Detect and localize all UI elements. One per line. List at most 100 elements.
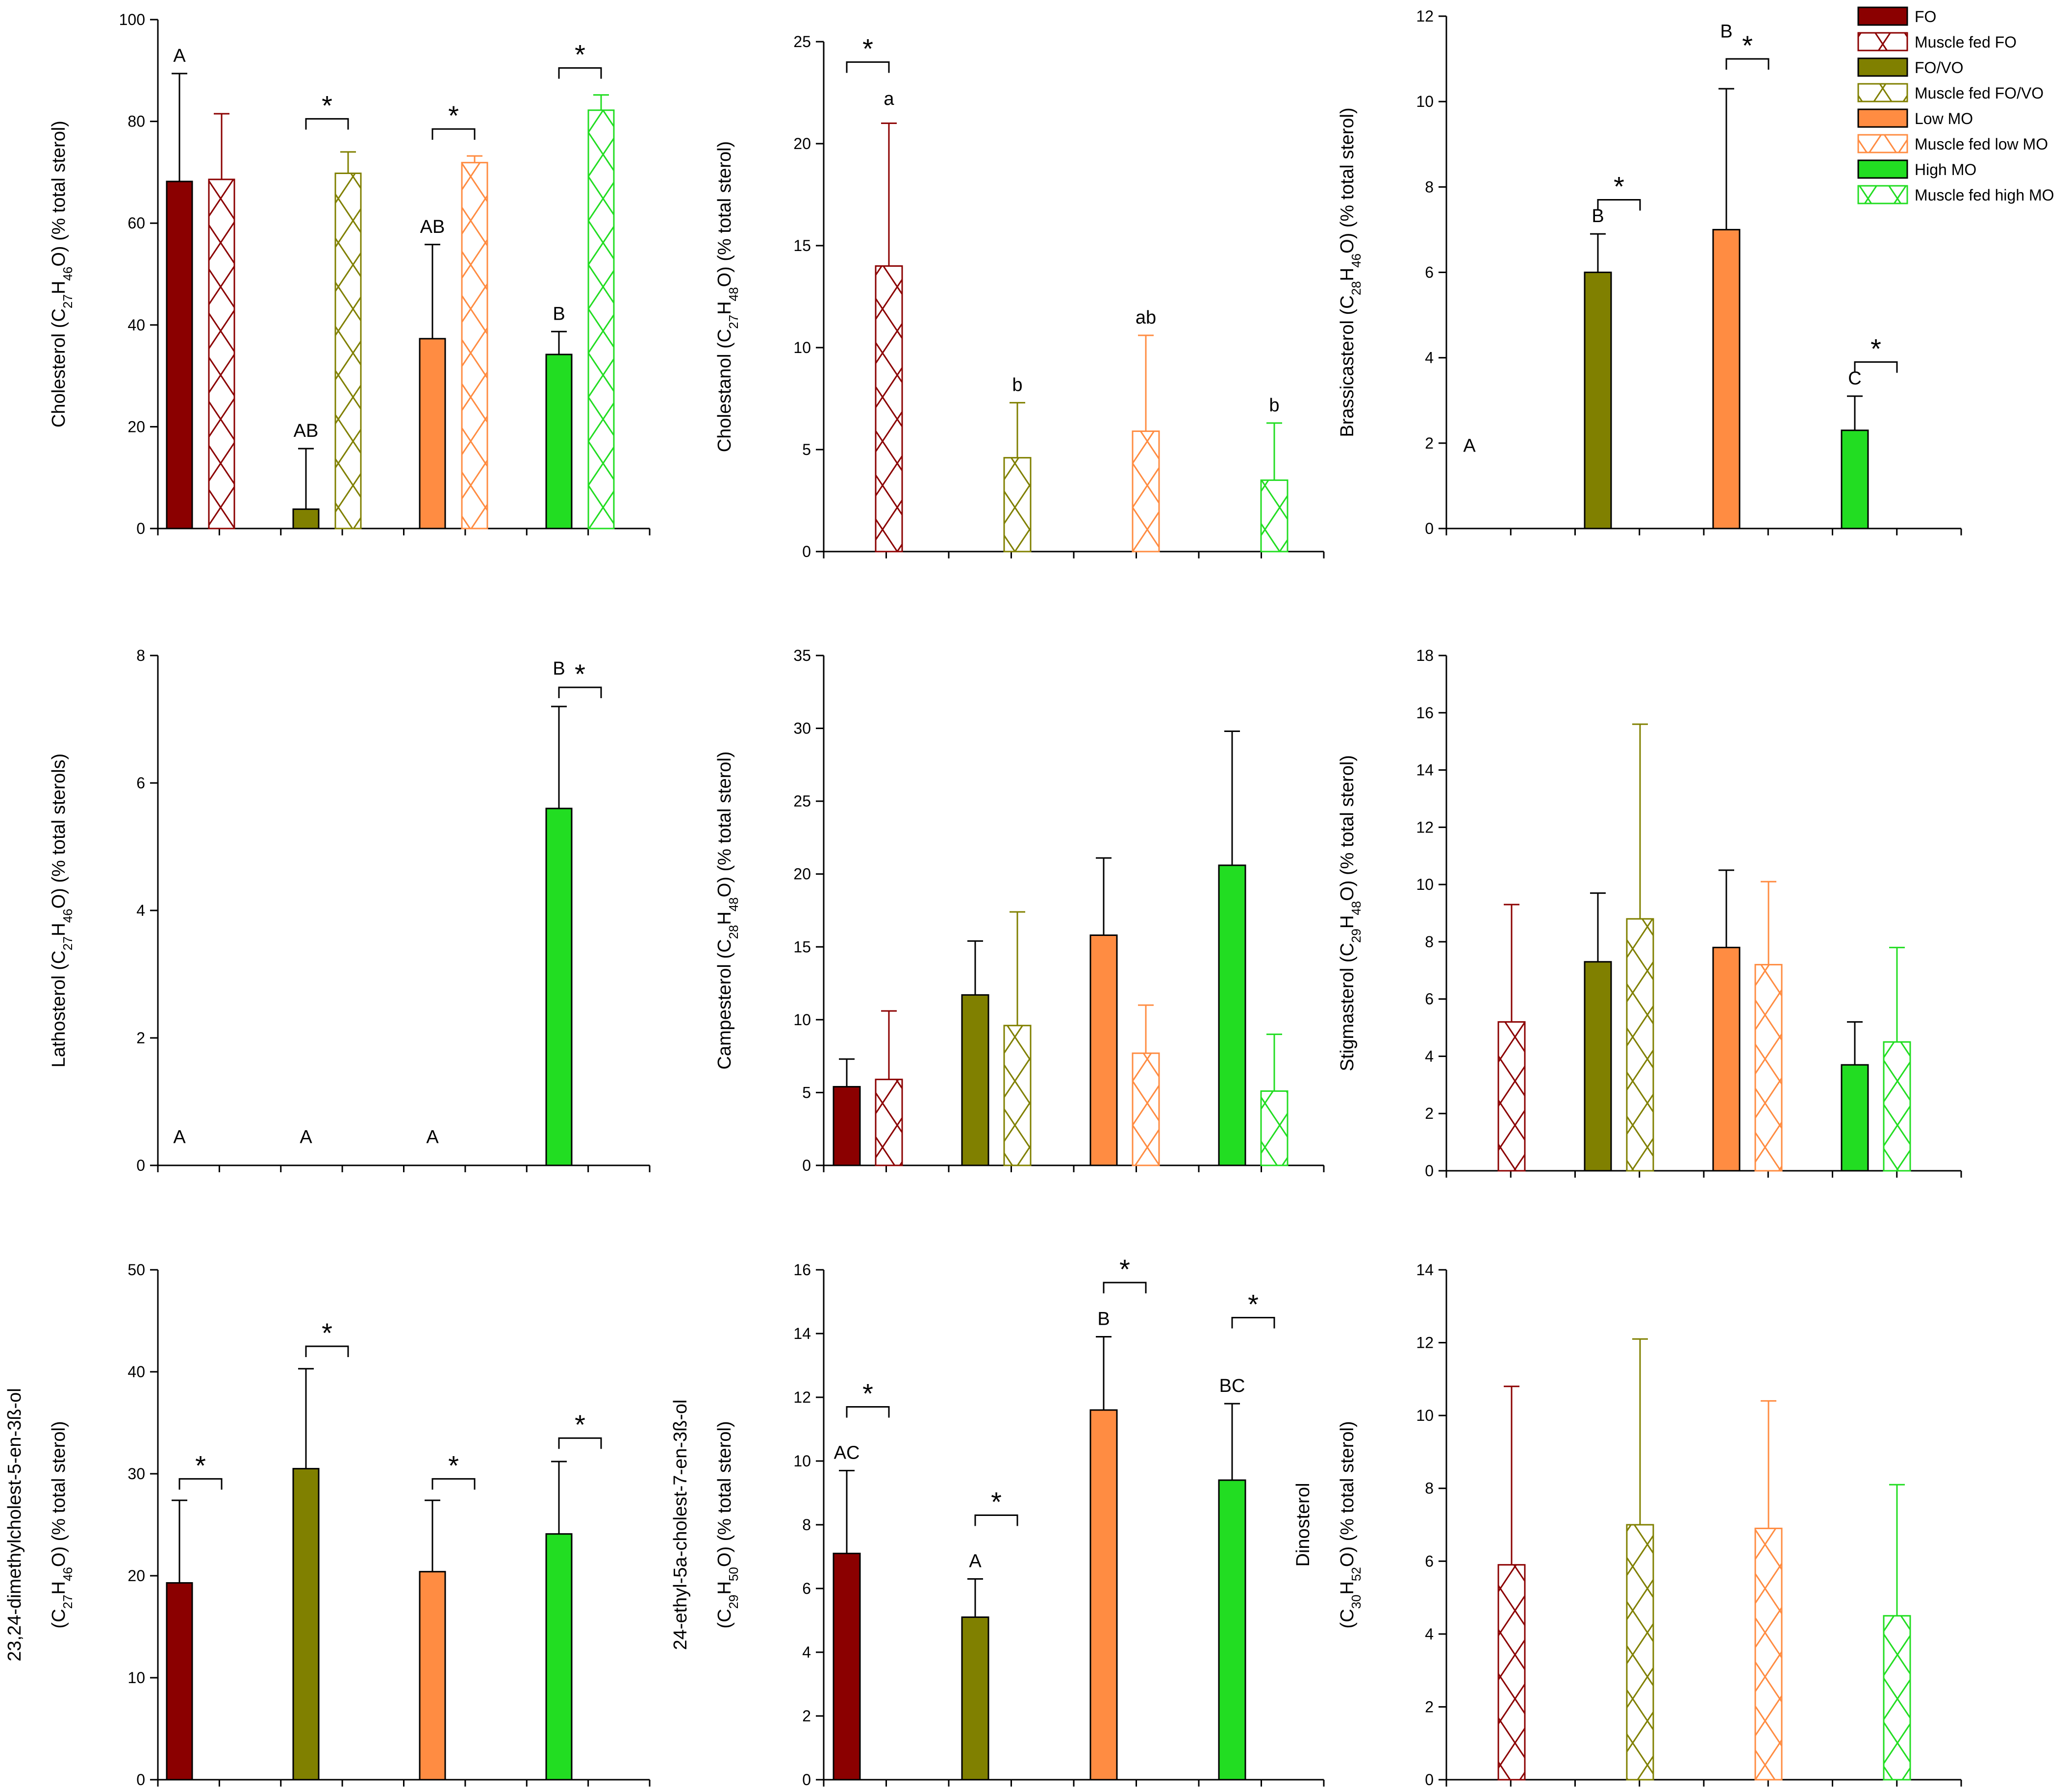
y-tick-label: 10 [793, 1452, 811, 1470]
significance-bracket [1103, 1282, 1147, 1293]
bar-muscle-fed-low-mo [461, 162, 488, 529]
y-tick-label: 40 [127, 1363, 145, 1381]
y-tick-label: 12 [793, 1388, 811, 1406]
significance-bracket [846, 61, 890, 73]
y-tick-label: 8 [802, 1516, 811, 1534]
y-axis-label-line1: 23,24-dimethylcholest-5-en-3ß-ol [4, 1388, 25, 1662]
bar-fo-vo [1584, 961, 1612, 1172]
y-tick-label: 25 [793, 792, 811, 810]
y-axis-label-part: O) (% total sterol) [1337, 1421, 1358, 1567]
y-tick-label: 12 [1416, 1334, 1434, 1352]
y-tick-label: 4 [1425, 1625, 1434, 1643]
significance-star: * [195, 1450, 206, 1481]
chart-cholesterol: 0 20 40 60 80 100 Cholesterol (C27H46O) (% tot… [49, 11, 651, 537]
legend: FO Muscle fed FO FO/VO Muscle fed FO/VO Low … [1857, 6, 2054, 204]
bar-fo-vo [961, 1616, 989, 1781]
y-axis-label: Cholestanol (C27H48O) (% total sterol) [714, 141, 741, 452]
bar-muscle-fed-fo [1497, 1021, 1526, 1172]
y-axis-label-part: Cholestanol (C [714, 329, 735, 452]
bar-muscle-fed-fo-vo [1626, 918, 1654, 1172]
bar-fo [166, 180, 193, 529]
y-axis-label-part: 30 [1349, 1595, 1364, 1609]
significance-star: * [322, 90, 332, 121]
legend-label: Muscle fed FO [1915, 33, 2017, 51]
y-tick-label: 10 [793, 339, 811, 356]
bar-muscle-fed-high-mo [1883, 1615, 1911, 1781]
y-tick-label: 0 [802, 543, 811, 560]
y-tick-label: 100 [119, 11, 145, 28]
legend-label: Muscle fed FO/VO [1915, 84, 2044, 102]
y-axis-label: Stigmasterol (C29H48O) (% total sterol) [1337, 755, 1364, 1071]
y-axis-label: (C30H52O) (% total sterol) [1337, 1421, 1364, 1628]
y-axis-label-part: Lathosterol (C [49, 951, 69, 1068]
y-axis-label-part: 29 [1349, 929, 1364, 943]
bar-muscle-fed-low-mo [1132, 430, 1160, 553]
y-tick-label: 0 [802, 1157, 811, 1174]
significance-star: * [575, 39, 585, 70]
significance-letter: AB [420, 217, 445, 237]
y-axis-label-part: H [1337, 268, 1358, 281]
y-tick-label: 5 [802, 441, 811, 458]
y-axis-label: Lathosterol (C27H46O) (% total sterols) [49, 754, 75, 1068]
y-axis-label-part: Cholesterol (C [49, 308, 69, 428]
significance-letter: AB [294, 421, 319, 441]
y-tick-label: 20 [793, 135, 811, 152]
y-tick-label: 2 [136, 1029, 145, 1047]
chart-cholestanol: 0 5 10 15 20 25 Cholestanol (C27H48O) (% total… [714, 33, 1325, 560]
y-tick-label: 20 [127, 418, 145, 435]
y-axis-label: Cholesterol (C27H46O) (% total sterol) [49, 121, 75, 428]
bar-fo [833, 1086, 861, 1166]
y-axis-label-part: (C [1337, 1609, 1358, 1628]
significance-bracket [974, 1514, 1018, 1526]
significance-star: * [1742, 30, 1753, 61]
y-axis-label-part: 27 [60, 936, 75, 951]
significance-bracket [558, 1437, 602, 1449]
significance-star: * [575, 1409, 585, 1440]
bar-muscle-fed-low-mo [1754, 1527, 1783, 1781]
bar-muscle-fed-fo [875, 1079, 903, 1166]
bar-low-mo [1712, 947, 1741, 1172]
y-axis-label-part: 28 [1349, 281, 1364, 295]
y-tick-label: 4 [1425, 1047, 1434, 1065]
significance-bracket [1231, 1317, 1275, 1329]
significance-star: * [322, 1317, 332, 1348]
y-tick-label: 2 [1425, 1105, 1434, 1122]
bar-low-mo [419, 338, 446, 529]
bar-muscle-fed-high-mo [1883, 1041, 1911, 1172]
legend-swatch [1857, 108, 1908, 128]
significance-letter: B [1720, 22, 1732, 42]
y-tick-label: 6 [1425, 264, 1434, 281]
significance-star: * [1119, 1254, 1130, 1285]
bar-fo-vo [292, 1468, 320, 1781]
y-axis-label-part: O) (% total sterol) [1337, 107, 1358, 253]
bar-muscle-fed-fo-vo [1626, 1524, 1654, 1781]
y-tick-label: 20 [793, 865, 811, 883]
significance-letter: B [553, 658, 565, 679]
y-axis-label: Campesterol (C28H48O) (% total sterol) [714, 751, 741, 1069]
y-axis-label-part: (C [714, 1609, 735, 1628]
y-axis-label-part: Stigmasterol (C [1337, 943, 1358, 1071]
y-tick-label: 35 [793, 647, 811, 664]
y-tick-label: 80 [127, 113, 145, 130]
significance-bracket [558, 686, 602, 698]
chart-campesterol: 0 5 10 15 20 25 30 35 Campesterol (C28H48O) (% t… [714, 647, 1325, 1174]
y-axis-label: Brassicasterol (C28H46O) (% total sterol… [1337, 107, 1364, 437]
y-tick-label: 10 [793, 1011, 811, 1029]
significance-star: * [862, 1378, 873, 1409]
bar-muscle-fed-high-mo [587, 109, 615, 529]
bar-high-mo [1218, 1479, 1246, 1781]
y-tick-label: 0 [802, 1771, 811, 1789]
y-axis-label-part: 48 [726, 897, 741, 911]
legend-label: Muscle fed high MO [1915, 186, 2054, 204]
significance-bracket [1725, 58, 1769, 70]
legend-swatch [1857, 6, 1908, 26]
y-tick-label: 60 [127, 214, 145, 232]
y-tick-label: 0 [136, 1771, 145, 1789]
y-tick-label: 18 [1416, 647, 1434, 664]
significance-bracket [1854, 361, 1898, 373]
significance-bracket [178, 1478, 223, 1490]
chart-dimethylcholestenol: 0 10 20 30 40 50 23,24-dimethylcholest-5-en-3ß… [4, 1261, 651, 1789]
significance-letter: A [426, 1127, 439, 1148]
significance-star: * [1870, 333, 1881, 364]
